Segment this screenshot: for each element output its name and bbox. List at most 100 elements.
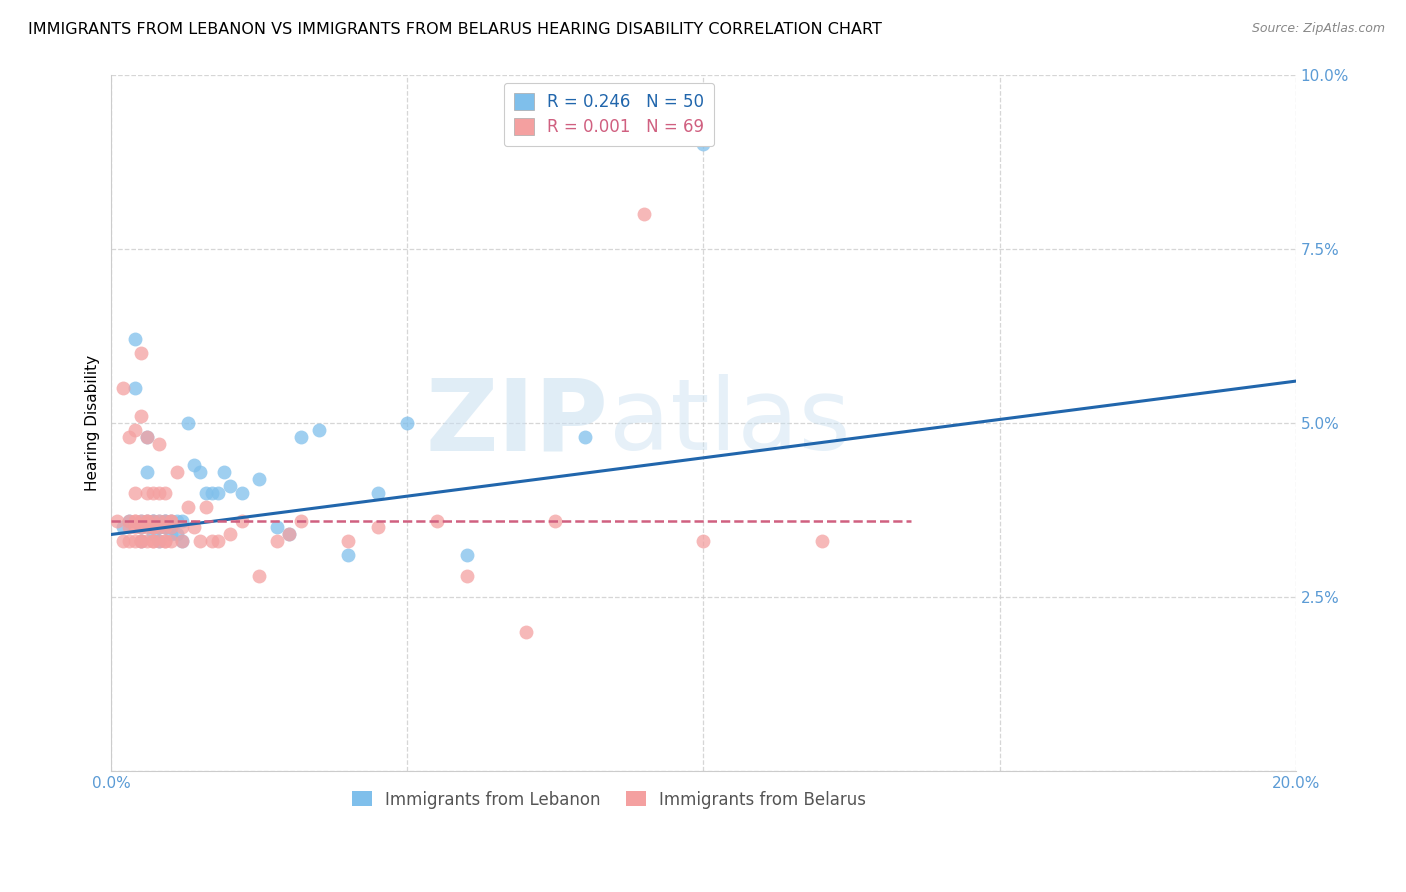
Legend: Immigrants from Lebanon, Immigrants from Belarus: Immigrants from Lebanon, Immigrants from…: [344, 784, 873, 815]
Point: [129, 534, 152, 549]
Point: [195, 500, 218, 514]
Point: [118, 514, 141, 528]
Point: [153, 514, 176, 528]
Point: [142, 514, 165, 528]
Point: [159, 514, 181, 528]
Point: [124, 520, 146, 534]
Point: [136, 514, 159, 528]
Point: [136, 430, 159, 444]
Point: [367, 520, 389, 534]
Point: [159, 514, 181, 528]
Point: [396, 416, 419, 430]
Point: [129, 520, 152, 534]
Point: [172, 514, 194, 528]
Point: [159, 520, 181, 534]
Point: [183, 458, 205, 472]
Point: [124, 534, 146, 549]
Point: [166, 514, 188, 528]
Point: [544, 514, 567, 528]
Point: [112, 534, 135, 549]
Text: IMMIGRANTS FROM LEBANON VS IMMIGRANTS FROM BELARUS HEARING DISABILITY CORRELATIO: IMMIGRANTS FROM LEBANON VS IMMIGRANTS FR…: [28, 22, 882, 37]
Point: [278, 527, 301, 541]
Point: [142, 520, 165, 534]
Point: [124, 514, 146, 528]
Point: [129, 534, 152, 549]
Point: [266, 520, 288, 534]
Point: [148, 514, 170, 528]
Point: [456, 549, 478, 563]
Point: [159, 514, 181, 528]
Point: [118, 514, 141, 528]
Point: [172, 534, 194, 549]
Point: [136, 430, 159, 444]
Point: [188, 465, 211, 479]
Point: [231, 514, 253, 528]
Point: [218, 527, 240, 541]
Point: [515, 625, 537, 640]
Point: [177, 416, 200, 430]
Text: Source: ZipAtlas.com: Source: ZipAtlas.com: [1251, 22, 1385, 36]
Point: [201, 534, 224, 549]
Point: [136, 514, 159, 528]
Point: [159, 520, 181, 534]
Point: [249, 472, 271, 486]
Point: [159, 520, 181, 534]
Point: [148, 534, 170, 549]
Point: [153, 520, 176, 534]
Point: [153, 520, 176, 534]
Point: [105, 514, 128, 528]
Point: [112, 520, 135, 534]
Point: [148, 520, 170, 534]
Point: [692, 534, 714, 549]
Point: [426, 514, 449, 528]
Point: [129, 409, 152, 423]
Point: [129, 520, 152, 534]
Point: [118, 534, 141, 549]
Point: [129, 514, 152, 528]
Point: [212, 465, 235, 479]
Text: ZIP: ZIP: [426, 375, 609, 472]
Point: [201, 485, 224, 500]
Point: [136, 485, 159, 500]
Point: [124, 485, 146, 500]
Point: [153, 534, 176, 549]
Point: [153, 514, 176, 528]
Text: atlas: atlas: [609, 375, 851, 472]
Point: [142, 514, 165, 528]
Point: [153, 514, 176, 528]
Point: [249, 569, 271, 583]
Point: [337, 549, 360, 563]
Point: [278, 527, 301, 541]
Point: [136, 514, 159, 528]
Point: [142, 534, 165, 549]
Point: [159, 527, 181, 541]
Point: [177, 500, 200, 514]
Point: [166, 465, 188, 479]
Point: [142, 514, 165, 528]
Point: [172, 520, 194, 534]
Point: [124, 381, 146, 395]
Point: [183, 520, 205, 534]
Point: [148, 520, 170, 534]
Point: [118, 520, 141, 534]
Point: [118, 430, 141, 444]
Point: [266, 534, 288, 549]
Y-axis label: Hearing Disability: Hearing Disability: [86, 355, 100, 491]
Point: [129, 346, 152, 360]
Point: [207, 534, 229, 549]
Point: [142, 520, 165, 534]
Point: [148, 520, 170, 534]
Point: [290, 430, 312, 444]
Point: [153, 534, 176, 549]
Point: [367, 485, 389, 500]
Point: [337, 534, 360, 549]
Point: [148, 534, 170, 549]
Point: [153, 485, 176, 500]
Point: [124, 514, 146, 528]
Point: [456, 569, 478, 583]
Point: [207, 485, 229, 500]
Point: [308, 423, 330, 437]
Point: [136, 534, 159, 549]
Point: [124, 423, 146, 437]
Point: [124, 332, 146, 346]
